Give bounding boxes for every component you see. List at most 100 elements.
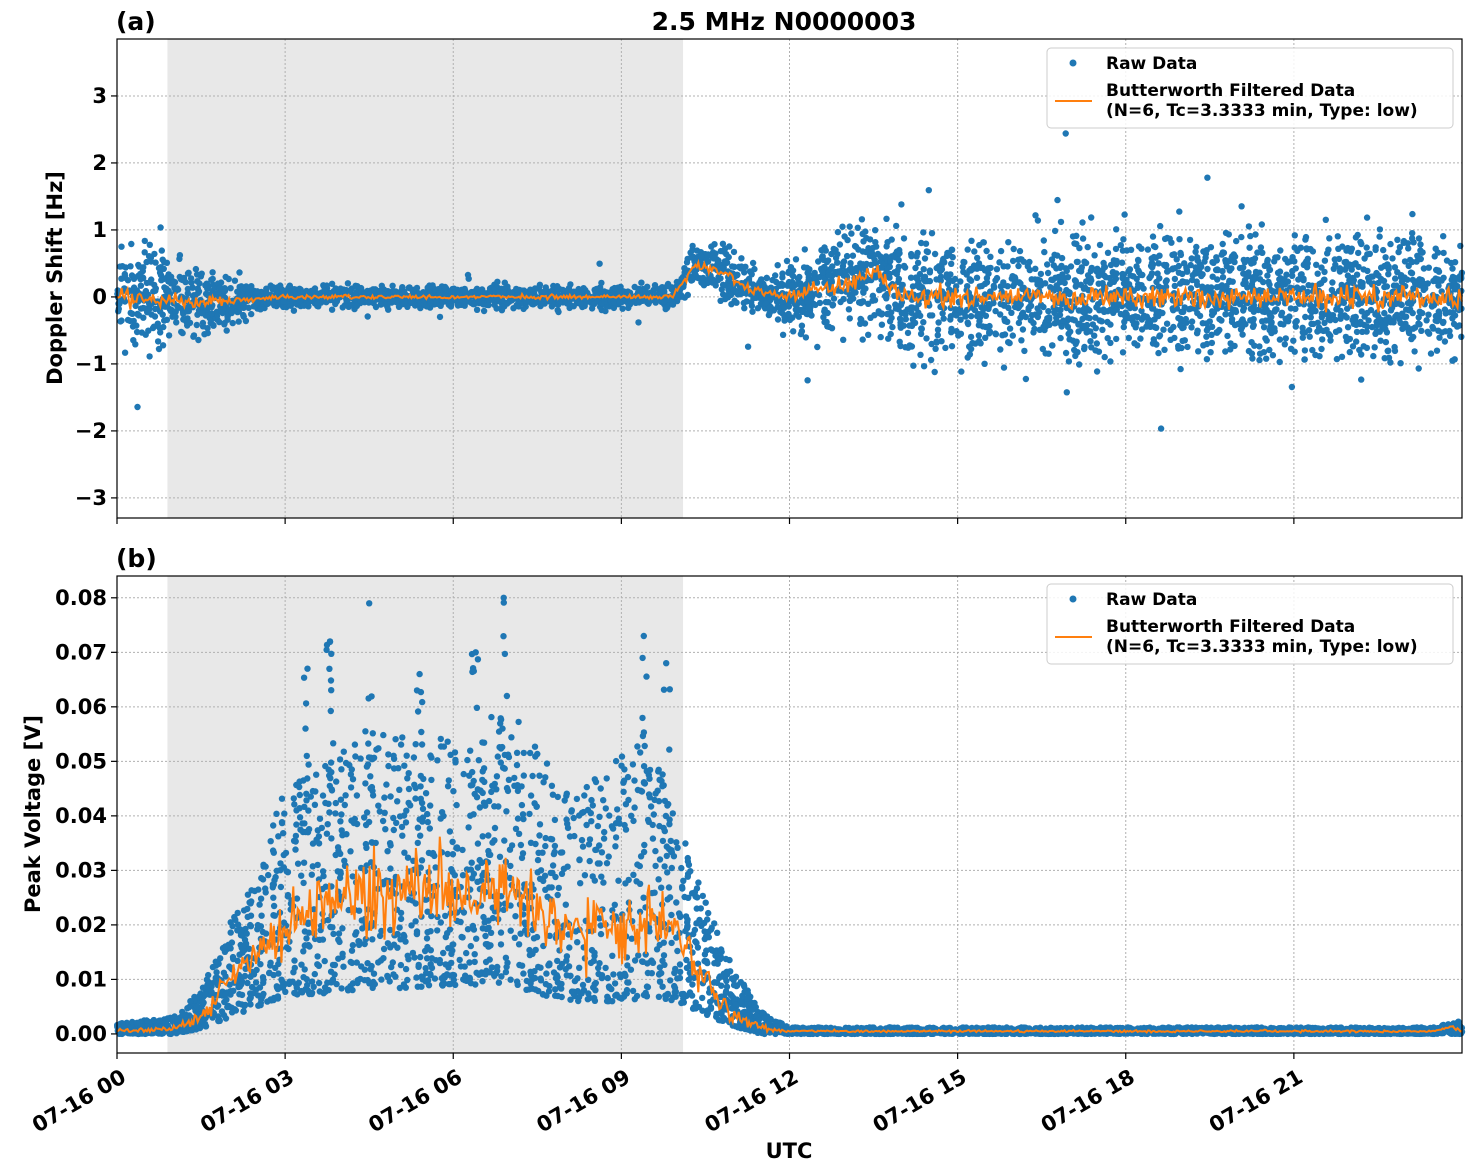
raw-data-point (118, 317, 125, 324)
raw-data-point (976, 337, 983, 345)
raw-data-point (964, 246, 971, 253)
raw-data-point (1164, 268, 1171, 275)
raw-data-point (1015, 319, 1023, 327)
raw-data-point (1398, 301, 1405, 309)
raw-data-point (825, 257, 832, 264)
raw-data-point (854, 224, 861, 231)
raw-data-point (849, 252, 857, 259)
raw-data-point (1071, 317, 1079, 324)
raw-data-point (1171, 265, 1179, 272)
raw-data-point (888, 236, 895, 243)
raw-data-point (1099, 280, 1106, 287)
raw-data-point (763, 274, 770, 282)
raw-data-point (1373, 269, 1380, 277)
raw-data-point (1171, 251, 1178, 258)
raw-data-point (1422, 285, 1429, 292)
raw-data-point (889, 323, 896, 331)
raw-data-point (1402, 313, 1410, 320)
raw-data-point (147, 258, 155, 265)
raw-data-point (1096, 241, 1104, 249)
raw-data-point (1307, 245, 1314, 253)
raw-data-point (1337, 312, 1344, 319)
raw-data-point (1216, 315, 1223, 323)
y-tick-label: −2 (75, 419, 107, 443)
raw-data-point (1040, 323, 1047, 330)
raw-data-point (975, 322, 983, 329)
raw-data-point (1319, 336, 1326, 343)
raw-data-point (449, 838, 456, 845)
raw-data-point (635, 319, 642, 326)
raw-data-point (1276, 268, 1284, 275)
raw-data-point (906, 322, 913, 329)
raw-data-point (1113, 270, 1120, 277)
raw-data-point (1139, 271, 1146, 279)
raw-data-point (1360, 266, 1367, 273)
raw-data-point (772, 272, 779, 279)
raw-data-point (698, 253, 705, 260)
raw-data-point (804, 377, 811, 384)
raw-data-point (1411, 280, 1419, 287)
raw-data-point (843, 252, 851, 260)
raw-data-point (923, 335, 930, 342)
raw-data-point (1440, 233, 1447, 240)
raw-data-point (779, 331, 787, 338)
raw-data-point (280, 298, 287, 305)
raw-data-point (503, 808, 510, 815)
raw-data-point (785, 310, 792, 318)
raw-data-point (377, 301, 384, 308)
raw-data-point (766, 309, 773, 317)
raw-data-point (923, 248, 930, 255)
raw-data-point (820, 314, 827, 321)
raw-data-point (1084, 272, 1092, 279)
raw-data-point (1071, 240, 1078, 247)
raw-data-point (1301, 347, 1309, 354)
raw-data-point (240, 311, 247, 319)
raw-data-point (872, 227, 879, 234)
raw-data-point (1149, 264, 1156, 271)
raw-data-point (1338, 353, 1346, 360)
raw-data-point (942, 344, 949, 352)
raw-data-point (130, 337, 137, 344)
raw-data-point (1113, 226, 1120, 233)
raw-data-point (1122, 309, 1129, 316)
raw-data-point (1188, 255, 1195, 262)
raw-data-point (1153, 341, 1160, 348)
raw-data-point (1238, 324, 1246, 331)
panel-b-peak-voltage: 0.080.070.060.050.040.030.020.010.00 07-… (21, 544, 1466, 1137)
raw-data-point (1052, 274, 1059, 281)
raw-data-point (993, 266, 1001, 273)
raw-data-point (159, 342, 167, 349)
raw-data-point (592, 289, 599, 297)
raw-data-point (1248, 281, 1256, 288)
raw-data-point (128, 240, 135, 248)
raw-data-point (821, 306, 828, 313)
raw-data-point (901, 309, 909, 316)
raw-data-point (900, 262, 908, 270)
raw-data-point (913, 253, 920, 260)
raw-data-point (733, 299, 740, 306)
raw-data-point (1355, 249, 1362, 257)
raw-data-point (1252, 231, 1259, 238)
raw-data-point (749, 259, 757, 267)
raw-data-point (1208, 284, 1215, 291)
raw-data-point (602, 307, 609, 315)
raw-data-point (179, 276, 186, 284)
raw-data-point (399, 734, 406, 741)
raw-data-point (163, 287, 170, 295)
raw-data-point (1292, 319, 1299, 326)
raw-data-point (920, 319, 927, 326)
raw-data-point (1382, 316, 1390, 323)
raw-data-point (741, 305, 748, 312)
raw-data-point (436, 313, 444, 321)
raw-data-point (1121, 318, 1128, 325)
raw-data-point (1381, 309, 1388, 317)
raw-data-point (1427, 350, 1435, 357)
raw-data-point (744, 343, 752, 350)
raw-data-point (1420, 265, 1428, 272)
raw-data-point (895, 275, 903, 283)
raw-data-point (1430, 277, 1437, 285)
raw-data-point (1020, 258, 1027, 265)
raw-data-point (454, 302, 462, 309)
raw-data-point (847, 297, 854, 304)
raw-data-point (939, 258, 947, 265)
